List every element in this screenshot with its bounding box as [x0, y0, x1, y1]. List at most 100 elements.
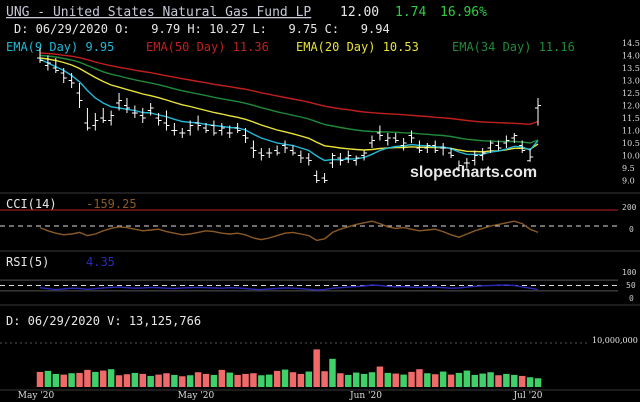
price-bar — [432, 140, 439, 153]
ema20-line — [39, 57, 539, 153]
price-bar — [116, 93, 123, 111]
ema-legend-item: EMA(20 Day) 10.53 — [296, 40, 419, 54]
volume-bar — [289, 372, 297, 387]
price-bar — [345, 150, 352, 163]
volume-bar — [376, 366, 384, 387]
cci-line — [39, 220, 539, 242]
volume-bar — [321, 371, 328, 387]
cci-label: CCI(14) — [6, 197, 57, 211]
volume-axis-label: 10,000,000 — [592, 336, 638, 345]
volume-bar — [503, 373, 510, 387]
rsi-line — [39, 284, 539, 291]
volume-bar — [36, 371, 44, 387]
volume-bar — [226, 372, 233, 387]
price-bar — [289, 145, 296, 156]
price-bar — [242, 128, 249, 143]
price-axis-tick: 13.5 — [622, 64, 640, 73]
price-bar — [416, 140, 423, 153]
x-axis-label: May '20 — [18, 391, 55, 401]
rsi-tick-50: 50 — [626, 281, 636, 290]
volume-bar — [424, 373, 431, 387]
volume-bar — [218, 369, 226, 387]
volume-bar — [107, 369, 115, 387]
volume-bar — [250, 373, 257, 387]
volume-bar — [495, 375, 502, 387]
rsi-tick-100: 100 — [622, 268, 637, 277]
price-bar — [503, 135, 510, 148]
volume-bar — [265, 374, 273, 387]
volume-bar — [400, 374, 407, 387]
price-bar — [535, 98, 541, 126]
volume-bar — [511, 374, 518, 387]
volume-bar — [147, 375, 154, 387]
volume-bar — [123, 374, 131, 387]
price-bar — [471, 150, 478, 166]
volume-bar — [171, 374, 178, 387]
ema-legend: EMA(9 Day) 9.95 EMA(50 Day) 11.36 EMA(20 D… — [6, 40, 575, 54]
price-bar — [337, 153, 344, 166]
rsi-tick-0: 0 — [629, 294, 634, 303]
price-bar — [52, 58, 59, 73]
price-axis-tick: 10.5 — [622, 139, 640, 148]
price-change: 1.74 — [395, 5, 426, 20]
volume-bar — [455, 372, 463, 387]
last-price: 12.00 — [340, 5, 379, 20]
volume-bar — [313, 349, 320, 387]
price-bar — [463, 158, 470, 168]
price-bar — [479, 148, 486, 161]
cci-tick-200: 200 — [622, 203, 637, 212]
price-bar — [297, 150, 304, 163]
price-bar — [100, 108, 107, 123]
price-bar — [424, 143, 431, 153]
volume-bar — [76, 372, 83, 387]
volume-bar — [352, 372, 360, 387]
price-bar — [37, 48, 43, 63]
volume-bar — [471, 374, 479, 387]
ohlc-readout: D: 06/29/2020 O: 9.79 H: 10.27 L: 9.75 C… — [14, 22, 390, 36]
price-bar — [448, 148, 455, 158]
volume-bar — [44, 370, 52, 387]
price-bar — [218, 123, 225, 136]
volume-bar — [99, 370, 107, 387]
price-panel: 9.0 9.5 10.0 10.5 11.0 11.5 12.0 12.5 13.0 13.5 14… — [37, 39, 640, 186]
price-bar — [123, 98, 130, 113]
volume-bar — [155, 374, 162, 387]
price-bar — [369, 135, 375, 148]
volume-bar — [194, 372, 202, 387]
volume-bar — [487, 372, 494, 387]
rsi-panel: RSI(5) 4.35 100 50 0 — [0, 255, 637, 303]
price-axis-tick: 10.0 — [622, 152, 640, 161]
volume-bar — [242, 373, 249, 387]
price-bar — [266, 148, 273, 158]
volume-panel: D: 06/29/2020 V: 13,125,766 10,000,000 — [0, 314, 638, 387]
price-bar — [384, 133, 391, 146]
price-bar — [329, 153, 336, 168]
price-axis-tick: 12.5 — [622, 89, 640, 98]
chart-title[interactable]: UNG - United States Natural Gas Fund LP — [6, 5, 311, 20]
price-bar — [313, 170, 320, 183]
volume-bar — [329, 358, 336, 387]
price-bar — [60, 68, 67, 83]
volume-bar — [337, 373, 344, 387]
volume-bar — [384, 372, 392, 387]
volume-bar — [431, 374, 439, 387]
volume-bar — [68, 373, 75, 387]
price-bar — [400, 138, 407, 151]
price-bar — [321, 173, 328, 183]
x-axis-label: Jun '20 — [349, 391, 382, 401]
ema9-line — [39, 58, 539, 162]
price-axis-tick: 9.0 — [622, 177, 635, 186]
volume-bar — [463, 370, 471, 387]
price-bar — [84, 108, 91, 131]
price-bar — [376, 125, 383, 141]
price-axis-tick: 13.0 — [622, 77, 640, 86]
price-axis-tick: 14.5 — [622, 39, 640, 48]
price-bar — [305, 153, 312, 166]
volume-bar — [518, 375, 526, 387]
price-bar — [361, 150, 368, 161]
volume-bar — [60, 374, 67, 387]
ema34-line — [39, 54, 539, 144]
volume-bar — [305, 371, 313, 387]
volume-bar — [534, 378, 542, 387]
